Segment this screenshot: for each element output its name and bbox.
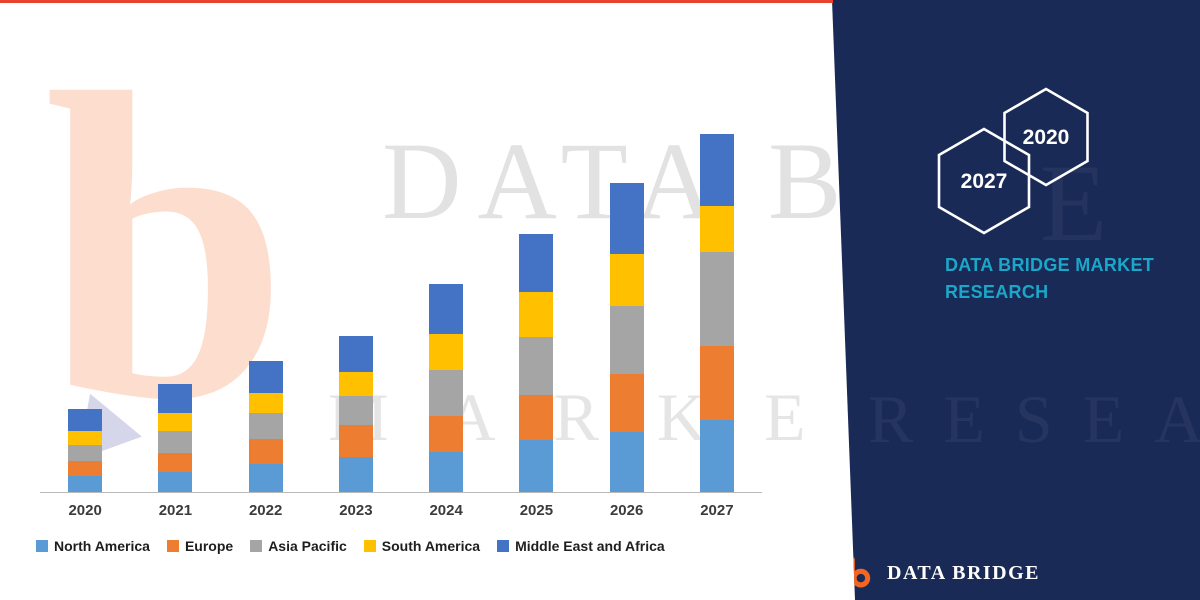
x-axis-label: 2022 <box>248 502 283 519</box>
bar-column-2021 <box>130 93 220 492</box>
legend-item-europe: Europe <box>166 538 234 554</box>
stacked-bar-2021 <box>158 384 193 492</box>
watermark-text-overflow: E <box>1040 142 1108 264</box>
bar-segment-middle-east-and-africa <box>429 284 464 334</box>
x-axis-label: 2024 <box>429 502 463 519</box>
legend-label: Europe <box>184 538 234 554</box>
bar-segment-middle-east-and-africa <box>519 234 554 292</box>
x-axis-label: 2023 <box>339 502 373 519</box>
bar-column-2020 <box>40 93 130 492</box>
x-axis-label: 2020 <box>68 502 102 519</box>
bar-segment-europe <box>68 461 103 476</box>
legend-item-asia-pacific: Asia Pacific <box>250 538 347 554</box>
bar-segment-asia-pacific <box>158 431 193 453</box>
stacked-bar-chart: 2020 2021 2022 2023 2024 2025 2026 2027 <box>40 93 762 519</box>
watermark-text-research: RESEARCH <box>868 381 1200 457</box>
bar-segment-middle-east-and-africa <box>609 183 644 254</box>
hexagon-2027-label: 2027 <box>961 170 1008 193</box>
bar-segment-north-america <box>519 440 554 492</box>
watermark-text-market: MARKET <box>328 379 964 455</box>
stacked-bar-2023 <box>338 336 373 492</box>
x-axis-label: 2025 <box>519 502 554 519</box>
bar-segment-asia-pacific <box>338 396 373 425</box>
bar-segment-middle-east-and-africa <box>68 409 103 431</box>
bar-segment-north-america <box>429 452 464 492</box>
bar-segment-asia-pacific <box>68 445 103 461</box>
bar-column-2027 <box>672 93 762 492</box>
stacked-bar-2020 <box>68 409 103 492</box>
bar-segment-south-america <box>609 254 644 306</box>
stacked-bar-2024 <box>429 284 464 492</box>
bar-segment-europe <box>248 439 283 464</box>
footer-logo: DATA BRIDGE <box>843 556 1040 590</box>
bar-column-2026 <box>582 93 672 492</box>
legend-swatch <box>250 540 263 552</box>
bar-segment-south-america <box>699 206 734 252</box>
bar-segment-asia-pacific <box>519 337 554 395</box>
stacked-bar-2027 <box>699 134 734 492</box>
bar-segment-north-america <box>699 420 734 492</box>
x-axis: 2020 2021 2022 2023 2024 2025 2026 2027 <box>40 502 762 519</box>
bar-segment-north-america <box>158 472 193 492</box>
chart-legend: North America Europe Asia Pacific South Ame… <box>36 538 665 554</box>
legend-label: North America <box>54 538 150 554</box>
legend-swatch <box>36 540 48 552</box>
bar-segment-north-america <box>609 432 644 492</box>
legend-label: Middle East and Africa <box>515 538 665 554</box>
bar-segment-south-america <box>338 372 373 396</box>
bar-segment-south-america <box>248 393 283 413</box>
legend-item-south-america: South America <box>363 538 481 554</box>
legend-swatch <box>497 540 510 552</box>
bar-segment-europe <box>519 395 554 440</box>
x-axis-label: 2026 <box>609 502 644 519</box>
bar-segment-europe <box>158 453 193 472</box>
bar-segment-europe <box>338 425 373 457</box>
bar-segment-asia-pacific <box>609 306 644 374</box>
bar-column-2022 <box>221 93 311 492</box>
legend-label: Asia Pacific <box>268 538 347 554</box>
bar-segment-middle-east-and-africa <box>699 134 734 206</box>
hexagon-2020-label: 2020 <box>1023 126 1070 149</box>
bar-segment-asia-pacific <box>248 413 283 439</box>
bar-segment-north-america <box>338 457 373 492</box>
year-hexagons: 2027 2020 <box>937 87 1089 235</box>
bar-column-2024 <box>401 93 491 492</box>
bar-column-2025 <box>491 93 581 492</box>
stacked-bar-2022 <box>248 361 283 492</box>
x-axis-label: 2021 <box>158 502 193 519</box>
bar-segment-middle-east-and-africa <box>158 384 193 413</box>
bar-segment-south-america <box>68 431 103 445</box>
bar-segment-asia-pacific <box>429 370 464 416</box>
bar-segment-south-america <box>158 413 193 431</box>
bar-segment-middle-east-and-africa <box>248 361 283 393</box>
bar-segment-europe <box>429 416 464 452</box>
bar-column-2023 <box>311 93 401 492</box>
bar-segment-south-america <box>519 292 554 337</box>
legend-swatch <box>166 540 179 552</box>
plot-area <box>40 93 762 493</box>
bar-segment-south-america <box>429 334 464 370</box>
legend-swatch <box>363 540 376 552</box>
footer-logo-text: DATA BRIDGE <box>887 561 1041 584</box>
hexagon-2020-outline <box>1003 87 1089 187</box>
bar-segment-middle-east-and-africa <box>338 336 373 372</box>
panel-title: DATA BRIDGE MARKET RESEARCH <box>945 255 1155 302</box>
bar-segment-north-america <box>68 476 103 492</box>
stacked-bar-2025 <box>519 234 554 492</box>
legend-label: South America <box>381 538 481 554</box>
bar-segment-europe <box>699 346 734 420</box>
x-axis-label: 2027 <box>700 502 734 519</box>
stacked-bar-2026 <box>609 183 644 492</box>
hexagon-2027-outline <box>937 127 1031 235</box>
bar-segment-north-america <box>248 464 283 492</box>
bar-segment-asia-pacific <box>699 252 734 346</box>
bar-segment-europe <box>609 374 644 432</box>
legend-item-north-america: North America <box>36 538 150 554</box>
legend-item-middle-east-and-africa: Middle East and Africa <box>497 538 665 554</box>
top-accent-line <box>0 0 833 3</box>
